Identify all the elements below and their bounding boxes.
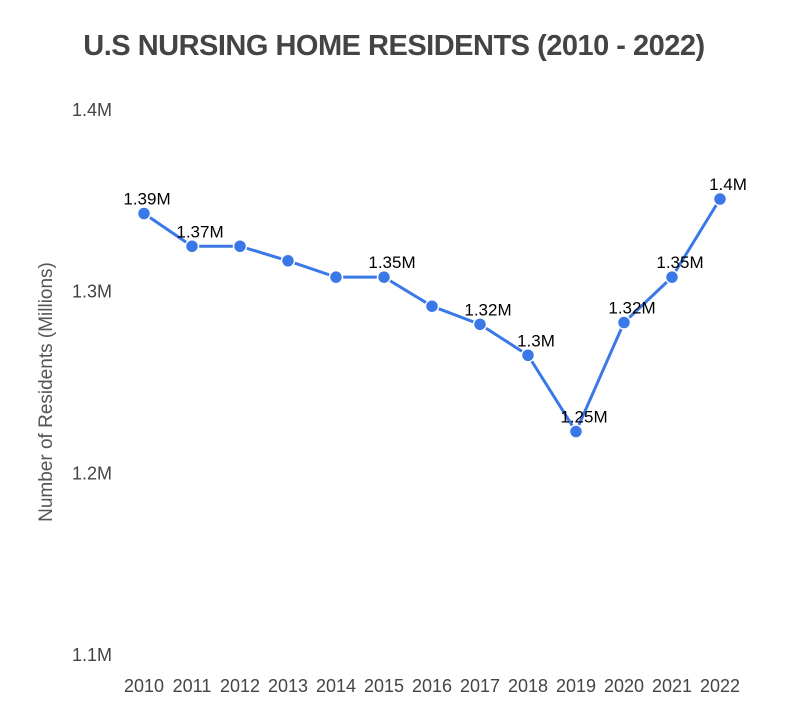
y-axis-label: Number of Residents (Millions) <box>36 262 57 522</box>
x-tick-label: 2014 <box>316 676 356 696</box>
y-tick-label: 1.1M <box>72 645 112 665</box>
data-point <box>184 239 200 254</box>
data-labels: 1.39M 1.37M 1.35M 1.32M 1.3M 1.25M 1.32M 1.35M 1… <box>123 175 747 427</box>
data-point <box>712 191 728 207</box>
chart-title: U.S NURSING HOME RESIDENTS (2010 - 2022) <box>83 30 705 62</box>
data-point <box>664 269 680 285</box>
data-label: 1.4M <box>709 175 747 194</box>
data-label: 1.25M <box>560 408 607 427</box>
series-points <box>136 191 728 439</box>
x-tick-label: 2011 <box>173 676 212 696</box>
x-axis: 2010 2011 2012 2013 2014 2015 2016 2017 2018 2019… <box>124 676 740 696</box>
x-tick-label: 2017 <box>460 676 500 696</box>
x-tick-label: 2020 <box>604 676 644 696</box>
x-tick-label: 2018 <box>508 676 548 696</box>
x-tick-label: 2010 <box>124 676 164 696</box>
x-tick-label: 2019 <box>556 676 596 696</box>
data-label: 1.39M <box>123 190 170 209</box>
data-point <box>520 348 536 363</box>
data-point <box>472 317 488 332</box>
data-label: 1.35M <box>368 253 415 272</box>
y-axis: 1.1M 1.2M 1.3M 1.4M <box>72 100 112 665</box>
data-label: 1.32M <box>608 299 655 318</box>
data-point <box>568 424 584 439</box>
y-tick-label: 1.2M <box>72 463 112 483</box>
data-point <box>616 315 632 330</box>
data-point <box>232 239 248 254</box>
y-tick-label: 1.3M <box>72 282 112 302</box>
data-point <box>280 253 296 269</box>
x-tick-label: 2012 <box>220 676 260 696</box>
x-tick-label: 2022 <box>700 676 740 696</box>
x-tick-label: 2013 <box>268 676 308 696</box>
x-tick-label: 2021 <box>652 676 692 696</box>
x-tick-label: 2015 <box>364 676 404 696</box>
data-label: 1.3M <box>517 331 555 350</box>
data-point <box>376 269 392 285</box>
data-label: 1.32M <box>464 300 511 319</box>
data-point <box>136 206 152 221</box>
data-label: 1.35M <box>656 253 703 272</box>
data-label: 1.37M <box>176 222 223 241</box>
x-tick-label: 2016 <box>412 676 452 696</box>
y-tick-label: 1.4M <box>72 100 112 120</box>
data-point <box>328 269 344 285</box>
data-point <box>424 298 440 314</box>
